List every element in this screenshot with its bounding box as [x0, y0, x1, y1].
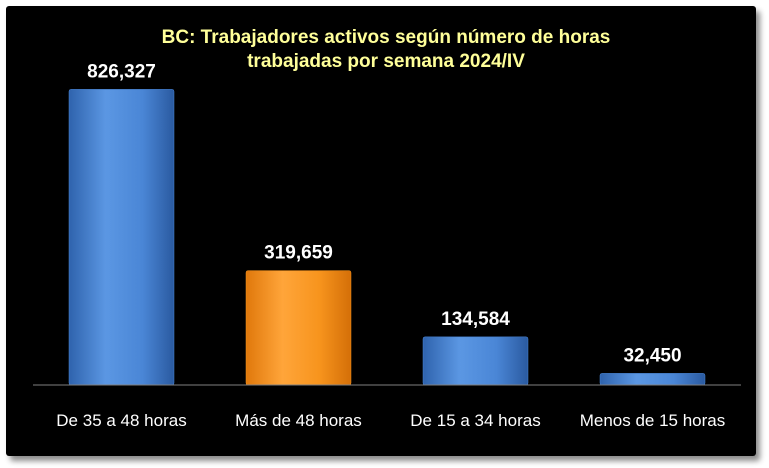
category-label-3: De 15 a 34 horas	[410, 411, 540, 430]
value-label-4: 32,450	[623, 345, 681, 366]
bar-chart: BC: Trabajadores activos según número de…	[33, 27, 741, 430]
category-label-4: Menos de 15 horas	[580, 411, 726, 430]
value-label-3: 134,584	[441, 309, 510, 330]
value-label-1: 826,327	[87, 61, 156, 82]
value-label-2: 319,659	[264, 243, 333, 264]
category-label-2: Más de 48 horas	[235, 411, 362, 430]
chart-title-line-2: trabajadas por semana 2024/IV	[247, 51, 525, 72]
bar-3	[422, 336, 529, 386]
bar-2	[245, 270, 352, 386]
chart-title-line-1: BC: Trabajadores activos según número de…	[162, 27, 611, 48]
bar-4	[599, 373, 706, 386]
bar-1	[68, 89, 175, 386]
chart-container: BC: Trabajadores activos según número de…	[6, 6, 756, 456]
category-label-1: De 35 a 48 horas	[56, 411, 186, 430]
